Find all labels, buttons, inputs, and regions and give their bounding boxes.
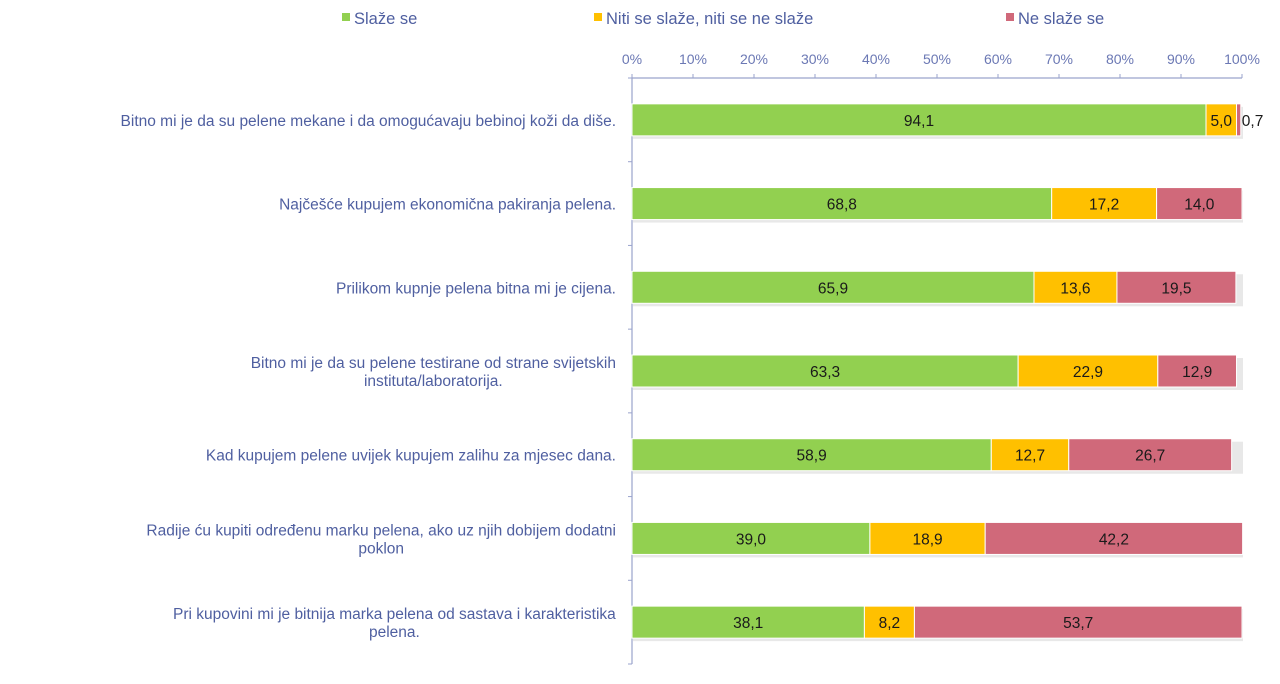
bar-segment-2 [869, 521, 986, 555]
data-label: 12,9 [1182, 364, 1212, 381]
x-tick-label: 10% [679, 51, 707, 67]
bar-segment-1 [631, 103, 1207, 137]
category-label: Pri kupovini mi je bitnija marka pelena … [173, 606, 616, 641]
x-tick-label: 90% [1167, 51, 1195, 67]
bar-segment-3 [984, 521, 1244, 555]
category-axis: Bitno mi je da su pelene mekane i da omo… [121, 77, 633, 665]
bar-segment-2 [990, 438, 1070, 472]
category-label-line: pelena. [369, 624, 420, 641]
x-tick-label: 80% [1106, 51, 1134, 67]
data-label: 18,9 [912, 531, 942, 548]
data-label: 0,7 [1242, 113, 1264, 130]
bar-segment-2 [1051, 187, 1158, 221]
data-label: 13,6 [1060, 280, 1090, 297]
x-tick-label: 40% [862, 51, 890, 67]
bar-segment-2 [1017, 354, 1159, 388]
bar-segment-3 [1157, 354, 1238, 388]
data-label: 17,2 [1089, 197, 1119, 214]
bar-segment-3 [1236, 103, 1242, 137]
x-tick-label: 0% [622, 51, 642, 67]
category-label-line: Bitno mi je da su pelene mekane i da omo… [121, 113, 616, 130]
category-label-line: Prilikom kupnje pelena bitna mi je cijen… [336, 280, 616, 297]
data-label: 53,7 [1063, 615, 1093, 632]
bar-segment-1 [631, 270, 1035, 304]
bar-segment-2 [1033, 270, 1118, 304]
x-tick-label: 100% [1224, 51, 1260, 67]
bar-segment-3 [913, 605, 1243, 639]
category-label-line: poklon [358, 540, 404, 557]
legend-swatch-2 [594, 13, 602, 21]
legend-swatch-1 [342, 13, 350, 21]
bar-segment-3 [1116, 270, 1237, 304]
category-label: Bitno mi je da su pelene mekane i da omo… [121, 113, 616, 130]
bars: 94,1 5,0 0,7 68,8 17,2 14,0 65,9 13,6 19,5 63,3 22… [631, 103, 1264, 642]
legend-label-1: Slaže se [354, 10, 417, 28]
category-label-line: Kad kupujem pelene uvijek kupujem zalihu… [206, 448, 616, 465]
category-label: Najčešće kupujem ekonomična pakiranja pe… [279, 197, 616, 214]
data-label: 63,3 [810, 364, 840, 381]
data-label: 5,0 [1210, 113, 1232, 130]
category-label-line: Radije ću kupiti određenu marku pelena, … [146, 522, 616, 539]
category-label: Prilikom kupnje pelena bitna mi je cijen… [336, 280, 616, 297]
category-label-line: Bitno mi je da su pelene testirane od st… [251, 355, 616, 372]
data-label: 8,2 [879, 615, 901, 632]
bar-segment-3 [1156, 187, 1243, 221]
x-tick-label: 70% [1045, 51, 1073, 67]
data-label: 19,5 [1161, 280, 1191, 297]
category-label-line: Najčešće kupujem ekonomična pakiranja pe… [279, 197, 616, 214]
data-label: 58,9 [797, 448, 827, 465]
legend-label-2: Niti se slaže, niti se ne slaže [606, 10, 813, 28]
x-tick-label: 50% [923, 51, 951, 67]
bar-segment-3 [1068, 438, 1233, 472]
legend-label-3: Ne slaže se [1018, 10, 1104, 28]
data-label: 42,2 [1099, 531, 1129, 548]
bar-segment-2 [1205, 103, 1238, 137]
bar-segment-1 [631, 354, 1019, 388]
x-tick-label: 60% [984, 51, 1012, 67]
bar-segment-1 [631, 187, 1053, 221]
data-label: 12,7 [1015, 448, 1045, 465]
data-label: 94,1 [904, 113, 934, 130]
x-axis: 0% 10% 20% 30% 40% 50% 60% 70% 80% 90% 100% [622, 51, 1260, 79]
data-label: 39,0 [736, 531, 767, 548]
x-tick-label: 20% [740, 51, 768, 67]
category-label: Radije ću kupiti određenu marku pelena, … [146, 522, 616, 557]
legend: Slaže se Niti se slaže, niti se ne slaže N… [342, 10, 1104, 28]
category-label-line: Pri kupovini mi je bitnija marka pelena … [173, 606, 616, 623]
legend-swatch-3 [1006, 13, 1014, 21]
data-label: 68,8 [827, 197, 857, 214]
data-label: 26,7 [1135, 448, 1165, 465]
x-tick-label: 30% [801, 51, 829, 67]
data-label: 65,9 [818, 280, 848, 297]
bar-segment-1 [631, 438, 992, 472]
category-label: Bitno mi je da su pelene testirane od st… [251, 355, 616, 390]
data-label: 22,9 [1073, 364, 1103, 381]
category-label-line: instituta/laboratorija. [364, 373, 503, 390]
category-label: Kad kupujem pelene uvijek kupujem zalihu… [206, 448, 616, 465]
data-label: 38,1 [733, 615, 763, 632]
data-label: 14,0 [1184, 197, 1215, 214]
